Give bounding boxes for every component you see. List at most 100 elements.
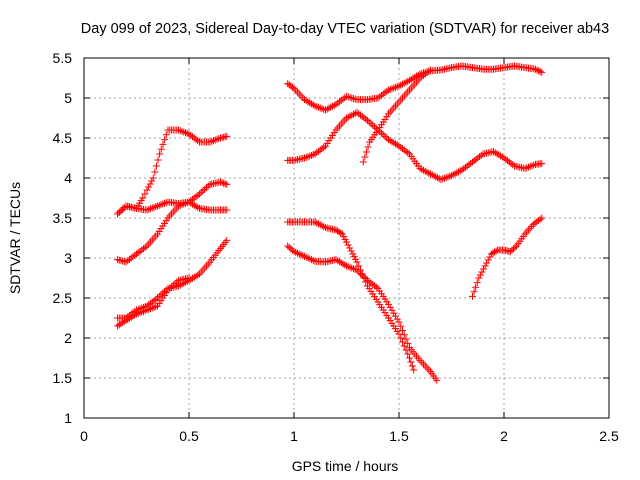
data-point-marker — [299, 252, 307, 260]
data-point-marker — [155, 201, 163, 209]
data-point-marker — [320, 143, 328, 151]
data-point-marker — [295, 250, 303, 258]
y-tick-label: 3 — [64, 250, 72, 266]
data-point-marker — [355, 268, 363, 276]
data-point-marker — [388, 306, 396, 314]
data-point-marker — [343, 238, 350, 246]
data-point-marker — [367, 120, 375, 128]
gridlines — [84, 58, 609, 418]
data-point-marker — [397, 322, 405, 330]
data-point-marker — [392, 312, 399, 320]
data-point-marker — [509, 161, 517, 169]
data-point-marker — [176, 201, 184, 209]
data-point-marker — [159, 200, 167, 208]
data-point-marker — [145, 305, 153, 313]
data-point-marker — [197, 188, 205, 196]
data-point-marker — [161, 136, 169, 144]
data-points — [114, 62, 546, 384]
data-point-marker — [149, 174, 157, 182]
data-point-marker — [180, 200, 188, 208]
data-point-marker — [164, 286, 172, 294]
data-point-marker — [359, 158, 367, 166]
data-point-marker — [492, 247, 500, 255]
data-point-marker — [523, 228, 531, 236]
data-point-marker — [439, 175, 447, 183]
data-point-marker — [369, 121, 377, 129]
data-point-marker — [393, 315, 401, 323]
data-point-marker — [178, 201, 186, 209]
data-point-marker — [162, 131, 170, 139]
x-tick-label: 1.5 — [389, 428, 409, 444]
data-point-marker — [306, 152, 314, 160]
data-point-marker — [399, 338, 406, 346]
data-point-marker — [301, 252, 308, 260]
series-arc-a4 — [114, 236, 231, 322]
x-tick-label: 0 — [80, 428, 88, 444]
data-point-marker — [288, 83, 296, 91]
data-point-marker — [154, 156, 162, 164]
y-tick-label: 1 — [64, 410, 72, 426]
chart-title: Day 099 of 2023, Sidereal Day-to-day VTE… — [81, 21, 609, 37]
data-point-marker — [362, 275, 370, 283]
data-point-marker — [475, 274, 483, 282]
data-point-marker — [169, 281, 177, 289]
data-point-marker — [154, 202, 161, 210]
data-point-marker — [194, 203, 202, 211]
data-point-marker — [486, 253, 494, 261]
data-point-marker — [221, 180, 229, 188]
data-point-marker — [404, 149, 412, 157]
data-point-marker — [381, 132, 389, 140]
data-point-marker — [399, 327, 406, 335]
data-point-marker — [446, 172, 454, 180]
data-point-marker — [151, 168, 159, 176]
data-point-marker — [294, 249, 301, 257]
data-point-marker — [364, 143, 372, 151]
data-point-marker — [308, 256, 315, 264]
data-point-marker — [353, 266, 361, 274]
data-point-marker — [395, 330, 403, 338]
x-axis-label: GPS time / hours — [292, 458, 399, 474]
data-point-marker — [444, 173, 452, 181]
data-point-marker — [297, 92, 305, 100]
data-point-marker — [511, 243, 519, 251]
data-point-marker — [143, 306, 151, 314]
data-point-marker — [213, 135, 221, 143]
data-point-marker — [483, 259, 491, 267]
data-point-marker — [344, 93, 352, 101]
data-point-marker — [346, 93, 354, 101]
data-point-marker — [378, 129, 385, 137]
data-point-marker — [297, 251, 305, 259]
data-point-marker — [526, 224, 534, 232]
data-point-marker — [402, 335, 410, 343]
series-arc-b4 — [284, 218, 418, 374]
data-point-marker — [136, 309, 144, 317]
data-point-marker — [148, 204, 156, 212]
series-arc-a2 — [114, 198, 231, 218]
data-point-marker — [484, 256, 492, 264]
data-point-marker — [145, 183, 153, 191]
data-point-marker — [168, 283, 175, 291]
data-point-marker — [395, 318, 403, 326]
data-point-marker — [353, 258, 361, 266]
data-point-marker — [182, 199, 189, 207]
data-point-marker — [407, 358, 415, 366]
data-point-marker — [194, 271, 202, 279]
data-point-marker — [120, 204, 128, 212]
data-point-marker — [201, 185, 209, 193]
data-point-marker — [410, 366, 418, 374]
data-point-marker — [194, 137, 202, 145]
data-point-marker — [469, 292, 476, 300]
data-point-marker — [304, 254, 312, 262]
data-point-marker — [364, 116, 371, 124]
data-point-marker — [344, 263, 352, 271]
data-point-marker — [425, 366, 433, 374]
data-point-marker — [217, 178, 224, 186]
data-point-marker — [371, 123, 378, 131]
data-point-marker — [117, 207, 125, 215]
data-point-marker — [304, 153, 312, 161]
data-point-marker — [400, 331, 408, 339]
data-point-marker — [427, 66, 434, 74]
data-point-marker — [392, 83, 399, 91]
data-point-marker — [223, 132, 231, 140]
data-point-marker — [141, 190, 149, 198]
